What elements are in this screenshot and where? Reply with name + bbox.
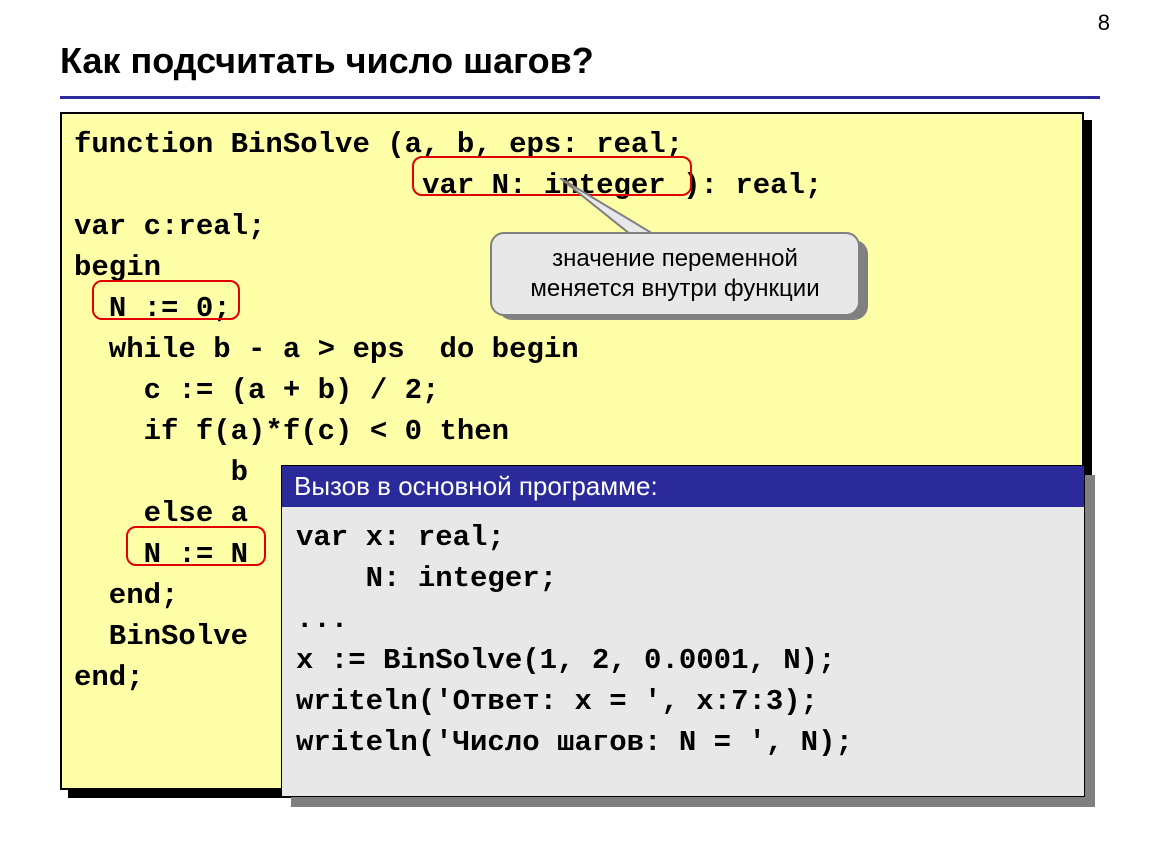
panel-code-line: ...: [296, 603, 348, 636]
code-line: var c:real;: [74, 210, 265, 243]
panel-code: var x: real; N: integer; ... x := BinSol…: [282, 507, 1084, 777]
page-number: 8: [1098, 10, 1110, 36]
panel-code-line: x := BinSolve(1, 2, 0.0001, N);: [296, 644, 836, 677]
highlight-n-zero: [92, 280, 240, 320]
panel-code-line: writeln('Число шагов: N = ', N);: [296, 726, 853, 759]
panel-code-line: var x: real;: [296, 521, 505, 554]
panel-header: Вызов в основной программе:: [282, 466, 1084, 507]
title-underline: [60, 96, 1100, 99]
code-line: end;: [74, 579, 178, 612]
code-line: [74, 169, 422, 202]
panel-code-line: writeln('Ответ: x = ', x:7:3);: [296, 685, 818, 718]
callout-line: значение переменной: [552, 245, 798, 272]
highlight-n-incr: [126, 526, 266, 566]
callout-bubble: значение переменной меняется внутри функ…: [490, 232, 860, 316]
code-line: BinSolve: [74, 620, 248, 653]
call-panel: Вызов в основной программе: var x: real;…: [281, 465, 1085, 797]
callout-line: меняется внутри функции: [530, 275, 819, 302]
code-line: c := (a + b) / 2;: [74, 374, 439, 407]
code-line: if f(a)*f(c) < 0 then: [74, 415, 509, 448]
code-line: end;: [74, 661, 144, 694]
code-line: b: [74, 456, 248, 489]
slide-title: Как подсчитать число шагов?: [60, 40, 594, 82]
panel-code-line: N: integer;: [296, 562, 557, 595]
code-line: while b - a > eps do begin: [74, 333, 579, 366]
